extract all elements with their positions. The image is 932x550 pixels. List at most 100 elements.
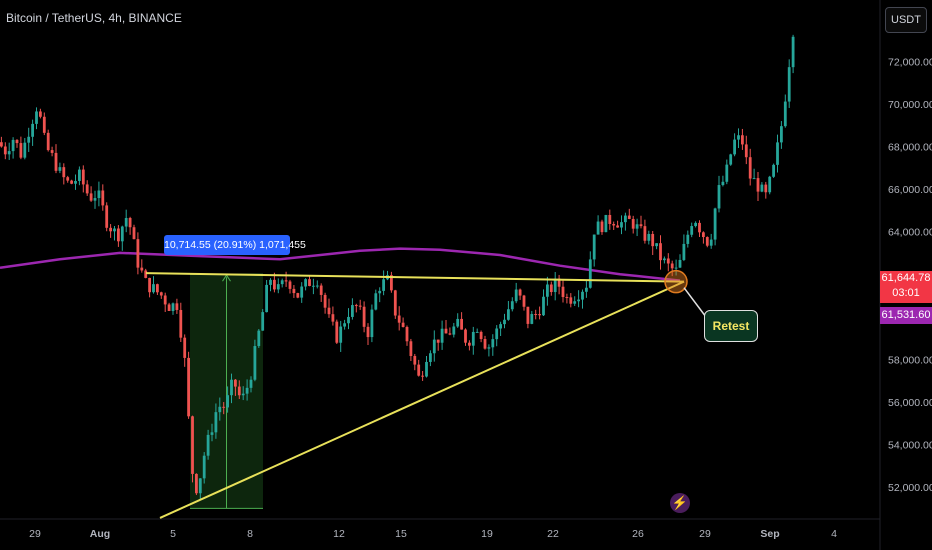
candle-body — [245, 387, 249, 394]
candle-body — [156, 284, 159, 293]
candle-body — [635, 224, 639, 229]
candle-body — [417, 364, 421, 376]
candle-body — [109, 227, 112, 232]
measure-range-layer — [190, 273, 263, 509]
symbol-title: Bitcoin / TetherUS, 4h, BINANCE — [6, 11, 182, 25]
candle-body — [42, 116, 46, 133]
candle-body — [764, 184, 768, 193]
candle-body — [202, 455, 206, 479]
candle-body — [210, 432, 214, 435]
candle-body — [351, 305, 354, 317]
candle-body — [631, 218, 635, 229]
candle-body — [776, 142, 779, 165]
candle-body — [370, 309, 374, 338]
time-tick-label: 26 — [632, 528, 644, 540]
candle-body — [339, 326, 343, 343]
candle-body — [698, 222, 701, 233]
candle-body — [35, 111, 38, 124]
candle-body — [46, 132, 50, 151]
candle-body — [70, 180, 73, 184]
candle-body — [397, 315, 401, 323]
candle-body — [171, 303, 175, 312]
candle-body — [616, 225, 619, 228]
candle-body — [573, 301, 577, 304]
candle-body — [690, 226, 694, 235]
candle-body — [0, 142, 3, 147]
candle-body — [175, 303, 179, 310]
candle-body — [561, 286, 565, 297]
candle-body — [483, 339, 487, 349]
candle-body — [741, 135, 744, 145]
candle-body — [27, 136, 31, 143]
candle-body — [140, 267, 144, 271]
candle-body — [596, 221, 600, 235]
candle-body — [167, 304, 171, 312]
last-price-value: 61,644.78 — [881, 272, 931, 284]
candle-body — [23, 142, 27, 158]
candle-body — [694, 222, 697, 227]
price-tick-label: 70,000.00 — [888, 99, 932, 111]
candle-body — [670, 263, 674, 269]
candle-body — [624, 215, 627, 223]
candle-body — [546, 284, 549, 297]
candle-body — [222, 406, 226, 408]
candle-body — [81, 169, 85, 185]
candle-body — [265, 284, 268, 313]
candle-body — [179, 309, 183, 338]
candle-body — [304, 279, 307, 287]
candle-body — [97, 190, 101, 199]
candle-body — [608, 214, 612, 225]
price-tick-label: 56,000.00 — [888, 397, 932, 409]
candle-body — [78, 169, 81, 181]
candle-layer — [0, 34, 795, 500]
candle-body — [549, 284, 553, 293]
price-tick-label: 72,000.00 — [888, 56, 932, 68]
candle-body — [159, 292, 163, 296]
candle-body — [436, 339, 440, 343]
candle-body — [709, 239, 713, 246]
candle-body — [729, 154, 733, 165]
candle-body — [206, 434, 210, 456]
lightning-icon[interactable]: ⚡ — [670, 493, 690, 513]
currency-button[interactable]: USDT — [885, 7, 927, 33]
candle-body — [11, 139, 15, 152]
candle-body — [444, 328, 448, 334]
candle-body — [3, 146, 7, 155]
retest-callout[interactable]: Retest — [704, 310, 758, 342]
moving-average-layer — [0, 247, 681, 282]
candle-body — [366, 326, 370, 338]
candle-body — [479, 331, 483, 340]
candle-body — [522, 295, 526, 307]
candle-body — [319, 285, 323, 295]
candle-body — [354, 305, 358, 307]
candle-body — [421, 375, 424, 377]
candle-body — [101, 190, 105, 206]
price-tick-label: 54,000.00 — [888, 439, 932, 451]
candle-body — [487, 347, 491, 349]
candle-body — [74, 180, 77, 184]
candle-body — [308, 279, 311, 286]
candle-body — [460, 318, 463, 330]
candle-body — [581, 291, 584, 300]
candle-body — [347, 316, 350, 324]
candle-body — [144, 270, 148, 278]
candle-body — [39, 111, 42, 117]
candle-body — [230, 379, 233, 396]
candle-body — [128, 218, 132, 228]
grid-layer — [0, 0, 881, 550]
candle-body — [495, 328, 499, 340]
candle-body — [276, 284, 280, 290]
candle-body — [198, 478, 202, 494]
rising-support-line — [159, 280, 685, 519]
candle-body — [588, 259, 592, 288]
candle-body — [300, 286, 304, 298]
candle-body — [327, 307, 331, 315]
measure-label[interactable]: 10,714.55 (20.91%) 1,071,455 — [164, 235, 306, 255]
candle-body — [577, 299, 580, 302]
candle-body — [491, 339, 495, 348]
candle-body — [647, 233, 651, 241]
candle-body — [50, 150, 54, 153]
candle-body — [464, 329, 467, 343]
retest-callout-pointer — [683, 287, 707, 318]
